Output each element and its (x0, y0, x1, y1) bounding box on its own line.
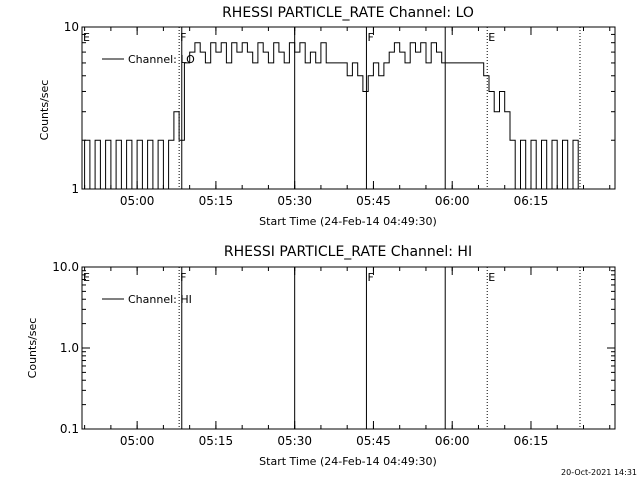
lo-x-tick-label: 05:45 (356, 194, 391, 208)
hi-y-axis-label: Counts/sec (26, 318, 39, 379)
hi-x-tick-label: 06:00 (435, 434, 470, 448)
lo-series (82, 42, 584, 190)
hi-y-tick-label: 1.0 (60, 341, 79, 355)
hi-y-ticks: 10.0 1.0 0.1 (52, 260, 615, 436)
hi-x-tick-label: 05:00 (120, 434, 155, 448)
hi-channel-panel: RHESSI PARTICLE_RATE Channel: HI Counts/… (26, 244, 616, 468)
lo-x-ticks: 05:00 05:15 05:30 05:45 06:00 06:15 (84, 27, 611, 208)
hi-event-marker-label: F (367, 271, 373, 284)
hi-chart-title: RHESSI PARTICLE_RATE Channel: HI (224, 244, 472, 260)
lo-x-tick-label: 06:15 (514, 194, 549, 208)
hi-event-marker-label: E (488, 271, 495, 284)
lo-x-tick-label: 05:15 (199, 194, 234, 208)
hi-x-tick-label: 06:15 (514, 434, 549, 448)
lo-chart-title: RHESSI PARTICLE_RATE Channel: LO (222, 5, 474, 21)
lo-event-marker-label: E (488, 31, 495, 44)
hi-event-marker-label: F (180, 271, 186, 284)
hi-x-tick-label: 05:15 (199, 434, 234, 448)
lo-plot-frame (81, 26, 616, 190)
hi-event-marker-label: E (83, 271, 90, 284)
hi-y-tick-label: 0.1 (60, 422, 79, 436)
hi-y-tick-label: 10.0 (52, 260, 79, 274)
lo-y-axis-label: Counts/sec (38, 80, 51, 141)
lo-y-tick-label: 10 (64, 20, 79, 34)
lo-y-tick-label: 1 (71, 182, 79, 196)
lo-channel-panel: RHESSI PARTICLE_RATE Channel: LO Counts/… (38, 5, 616, 228)
hi-legend: Channel: HI (102, 293, 192, 306)
hi-legend-label: Channel: HI (128, 293, 192, 306)
hi-x-axis-label: Start Time (24-Feb-14 04:49:30) (259, 455, 437, 468)
hi-x-ticks: 05:00 05:15 05:30 05:45 06:00 06:15 (84, 267, 611, 448)
hi-x-tick-label: 05:45 (356, 434, 391, 448)
footer-timestamp: 20-Oct-2021 14:31 (561, 468, 637, 477)
lo-legend-label: Channel: LO (128, 53, 195, 66)
lo-event-marker-label: E (83, 31, 90, 44)
lo-y-ticks: 10 1 (64, 20, 615, 196)
lo-event-marker-label: F (180, 31, 186, 44)
lo-x-tick-label: 05:30 (277, 194, 312, 208)
lo-legend: Channel: LO (102, 53, 195, 66)
hi-plot-frame (81, 266, 616, 430)
lo-x-axis-label: Start Time (24-Feb-14 04:49:30) (259, 215, 437, 228)
lo-x-tick-label: 06:00 (435, 194, 470, 208)
lo-event-marker-label: F (367, 31, 373, 44)
lo-rate-series-line (82, 42, 584, 190)
hi-x-tick-label: 05:30 (277, 434, 312, 448)
lo-x-tick-label: 05:00 (120, 194, 155, 208)
